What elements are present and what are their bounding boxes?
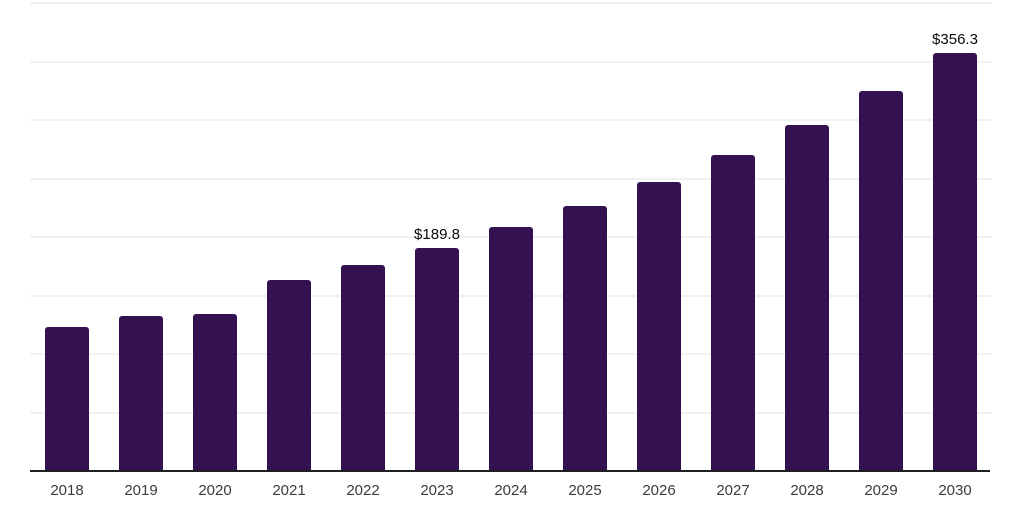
bar-2029 <box>859 91 903 470</box>
bar-2020 <box>193 314 237 470</box>
bar-slot-2026 <box>622 2 696 470</box>
bar-slot-2018 <box>30 2 104 470</box>
bar-slot-2019 <box>104 2 178 470</box>
bar-2028 <box>785 124 829 470</box>
x-tick-label-2030: 2030 <box>938 482 972 499</box>
x-tick-label-2025: 2025 <box>568 482 602 499</box>
x-tick-label-2022: 2022 <box>346 482 380 499</box>
bar-2023 <box>415 247 459 470</box>
bar-slot-2021 <box>252 2 326 470</box>
bar-slot-2028 <box>770 2 844 470</box>
x-axis-labels: 2018 2019 2020 2021 2022 2023 2024 2025 2026 2027… <box>30 480 992 502</box>
bar-slot-2022 <box>326 2 400 470</box>
bar-2030 <box>933 53 977 470</box>
bar-2021 <box>267 280 311 470</box>
x-tick-label-2018: 2018 <box>50 482 84 499</box>
x-tick-label-2024: 2024 <box>494 482 528 499</box>
x-axis-line <box>30 470 990 472</box>
bar-slot-2023: $189.8 <box>400 2 474 470</box>
bar-slot-2027 <box>696 2 770 470</box>
gridline-400 <box>30 2 992 4</box>
bar-slot-2030: $356.3 <box>918 2 992 470</box>
bar-2026 <box>637 181 681 470</box>
value-label-2023: $189.8 <box>414 225 460 243</box>
plot-area: $189.8 $356.3 <box>30 2 992 472</box>
gridline-350 <box>30 60 992 63</box>
gridline-250 <box>30 177 992 180</box>
bar-2027 <box>711 155 755 470</box>
bar-slot-2020 <box>178 2 252 470</box>
bar-slot-2024 <box>474 2 548 470</box>
bar-2019 <box>119 316 163 470</box>
gridline-300 <box>30 119 992 121</box>
x-tick-label-2023: 2023 <box>420 482 454 499</box>
x-tick-label-2021: 2021 <box>272 482 306 499</box>
bar-slot-2025 <box>548 2 622 470</box>
x-tick-label-2027: 2027 <box>716 482 750 499</box>
bars-container: $189.8 $356.3 <box>30 2 992 470</box>
x-tick-label-2026: 2026 <box>642 482 676 499</box>
x-tick-label-2029: 2029 <box>864 482 898 499</box>
x-tick-label-2020: 2020 <box>198 482 232 499</box>
bar-2018 <box>45 326 89 470</box>
bar-2024 <box>489 227 533 470</box>
x-tick-label-2019: 2019 <box>124 482 158 499</box>
value-label-2030: $356.3 <box>932 31 978 49</box>
bar-slot-2029 <box>844 2 918 470</box>
bar-2022 <box>341 265 385 470</box>
x-tick-label-2028: 2028 <box>790 482 824 499</box>
bar-2025 <box>563 206 607 470</box>
